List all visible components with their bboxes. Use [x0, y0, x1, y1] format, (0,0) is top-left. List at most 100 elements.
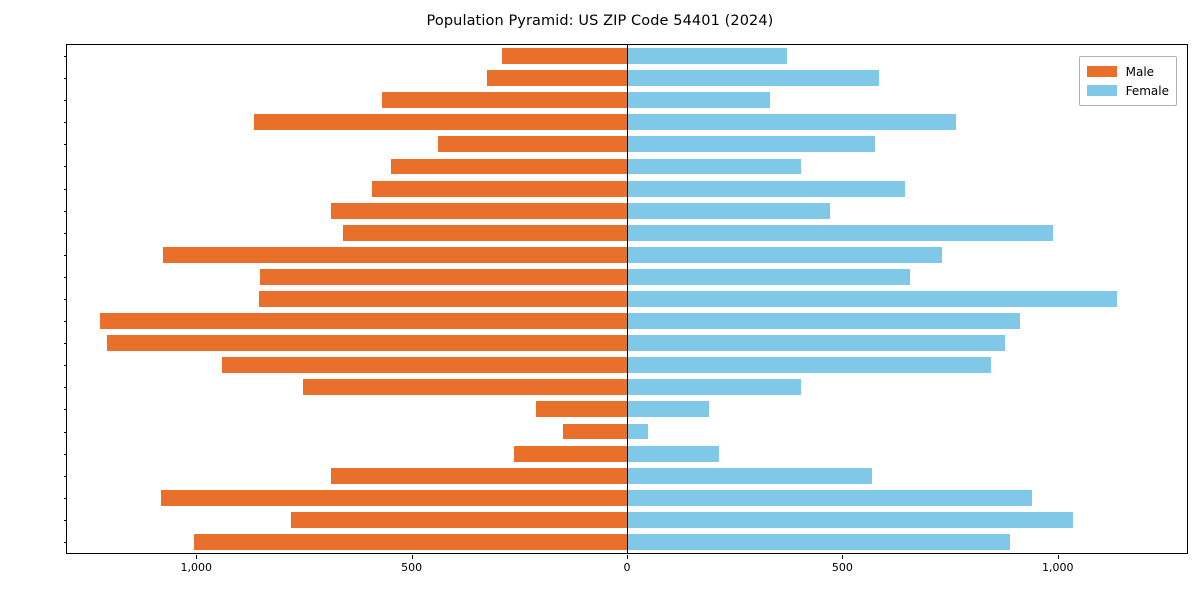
bar-row	[67, 48, 1187, 64]
y-axis-tick-mark	[63, 475, 67, 477]
bar-male[interactable]	[160, 489, 627, 506]
bar-female[interactable]	[627, 445, 720, 462]
bar-row	[67, 423, 1187, 440]
bar-row	[67, 335, 1187, 352]
bar-male[interactable]	[291, 511, 627, 528]
bar-male[interactable]	[303, 379, 627, 396]
x-axis-tick-mark	[196, 555, 198, 559]
bar-male[interactable]	[107, 335, 627, 352]
bars-layer	[67, 45, 1187, 553]
bar-female[interactable]	[627, 158, 802, 175]
legend-entry-female[interactable]: Female	[1086, 81, 1169, 100]
y-axis-tick-mark	[63, 254, 67, 256]
x-axis-tick-mark	[411, 555, 413, 559]
y-axis-tick-mark	[63, 409, 67, 411]
bar-male[interactable]	[486, 70, 627, 87]
bar-female[interactable]	[627, 379, 802, 396]
bar-male[interactable]	[194, 534, 627, 550]
x-axis-tick-label: 500	[831, 561, 853, 574]
zero-axis-line	[627, 45, 628, 553]
bar-female[interactable]	[627, 401, 709, 418]
bar-female[interactable]	[627, 489, 1032, 506]
bar-female[interactable]	[627, 180, 905, 197]
bar-row	[67, 70, 1187, 87]
y-axis-tick-mark	[63, 453, 67, 455]
y-axis-tick-mark	[63, 122, 67, 124]
bar-row	[67, 357, 1187, 374]
bar-male[interactable]	[331, 202, 627, 219]
bar-row	[67, 467, 1187, 484]
x-axis-tick-label: 500	[401, 561, 423, 574]
y-axis-tick-mark	[63, 144, 67, 146]
bar-male[interactable]	[330, 467, 627, 484]
y-axis-tick-mark	[63, 100, 67, 102]
bar-female[interactable]	[627, 224, 1054, 241]
bar-row	[67, 202, 1187, 219]
bar-female[interactable]	[627, 291, 1117, 307]
y-axis-tick-mark	[63, 431, 67, 433]
bar-female[interactable]	[627, 423, 648, 440]
y-axis-tick-mark	[63, 343, 67, 345]
bar-row	[67, 180, 1187, 197]
bar-row	[67, 379, 1187, 396]
bar-female[interactable]	[627, 511, 1074, 528]
legend-swatch-icon	[1086, 66, 1117, 77]
bar-row	[67, 136, 1187, 153]
bar-row	[67, 246, 1187, 263]
bar-female[interactable]	[627, 202, 831, 219]
bar-female[interactable]	[627, 70, 879, 87]
y-axis-tick-mark	[63, 188, 67, 190]
y-axis-tick-mark	[63, 56, 67, 58]
y-axis-tick-mark	[63, 232, 67, 234]
bar-row	[67, 158, 1187, 175]
bar-row	[67, 313, 1187, 330]
bar-male[interactable]	[514, 445, 627, 462]
bar-male[interactable]	[163, 246, 627, 263]
bar-female[interactable]	[627, 268, 910, 285]
legend-label: Female	[1125, 83, 1169, 98]
bar-male[interactable]	[259, 268, 627, 285]
bar-male[interactable]	[502, 48, 627, 64]
y-axis-tick-mark	[63, 78, 67, 80]
y-axis-tick-mark	[63, 387, 67, 389]
y-axis-tick-mark	[63, 519, 67, 521]
legend-swatch-icon	[1086, 85, 1117, 96]
y-axis-tick-mark	[63, 321, 67, 323]
bar-male[interactable]	[343, 224, 627, 241]
bar-male[interactable]	[371, 180, 627, 197]
bar-female[interactable]	[627, 48, 788, 64]
bar-row	[67, 511, 1187, 528]
legend-entry-male[interactable]: Male	[1086, 62, 1169, 81]
bar-male[interactable]	[100, 313, 627, 330]
bar-male[interactable]	[390, 158, 627, 175]
bar-row	[67, 445, 1187, 462]
x-axis-tick-mark	[842, 555, 844, 559]
y-axis-tick-mark	[63, 497, 67, 499]
chart-legend[interactable]: Male Female	[1078, 56, 1177, 106]
bar-female[interactable]	[627, 92, 771, 109]
bar-male[interactable]	[253, 114, 627, 131]
bar-female[interactable]	[627, 335, 1006, 352]
bar-female[interactable]	[627, 136, 875, 153]
bar-male[interactable]	[437, 136, 627, 153]
bar-female[interactable]	[627, 246, 942, 263]
page-title: Population Pyramid: US ZIP Code 54401 (2…	[426, 13, 774, 29]
x-axis-tick-label: 1,000	[1042, 561, 1074, 574]
bar-female[interactable]	[627, 534, 1010, 550]
bar-female[interactable]	[627, 114, 956, 131]
bar-row	[67, 224, 1187, 241]
y-axis-tick-mark	[63, 541, 67, 543]
bar-male[interactable]	[222, 357, 627, 374]
bar-row	[67, 268, 1187, 285]
bar-row	[67, 401, 1187, 418]
bar-male[interactable]	[562, 423, 627, 440]
bar-male[interactable]	[382, 92, 627, 109]
x-axis-tick-mark	[627, 555, 628, 559]
bar-female[interactable]	[627, 357, 992, 374]
y-axis-tick-mark	[63, 276, 67, 278]
bar-male[interactable]	[258, 291, 627, 307]
bar-female[interactable]	[627, 467, 872, 484]
bar-male[interactable]	[536, 401, 627, 418]
bar-female[interactable]	[627, 313, 1020, 330]
